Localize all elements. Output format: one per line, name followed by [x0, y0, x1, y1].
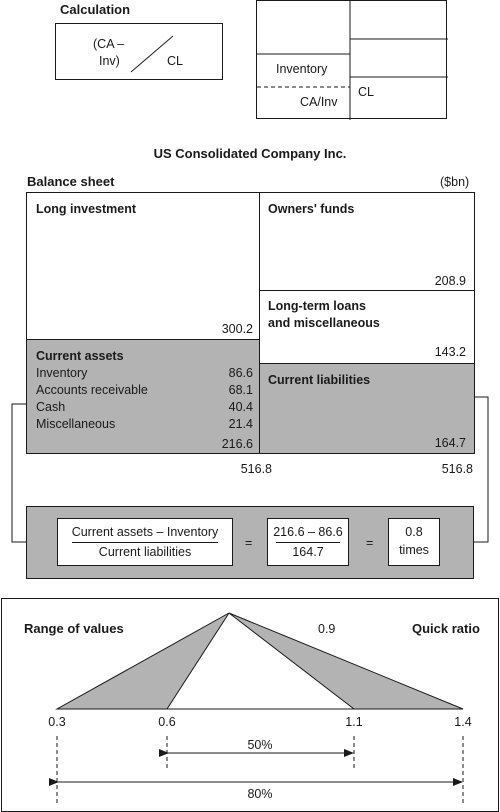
- ca-value-receivable: 68.1: [228, 383, 253, 397]
- calculation-divider: [130, 35, 174, 73]
- owners-funds-value: 208.9: [434, 274, 466, 288]
- ca-total: 216.6: [221, 437, 253, 451]
- balance-sheet-title: Balance sheet: [27, 174, 115, 189]
- ca-item-inventory: Inventory: [36, 366, 88, 380]
- calculation-title: Calculation: [60, 2, 131, 17]
- ca-value-misc: 21.4: [228, 417, 253, 431]
- grid-cl: CL: [358, 85, 374, 99]
- range-title: Range of values: [24, 621, 124, 636]
- long-term-loans-value: 143.2: [434, 345, 466, 359]
- inner-span-label: 50%: [247, 738, 273, 752]
- tick-label-1: 0.6: [158, 715, 176, 729]
- tick-label-2: 1.1: [345, 715, 363, 729]
- ca-value-inventory: 86.6: [228, 366, 253, 380]
- total-left: 516.8: [240, 462, 272, 476]
- range-right-wedge: [228, 612, 464, 710]
- long-investment-value: 300.2: [221, 322, 253, 336]
- formula-num-value: 216.6 – 86.6: [273, 525, 343, 539]
- formula-expression-box: Current assets – Inventory Current liabi…: [57, 518, 233, 566]
- calc-grid: Inventory CA/Inv CL: [256, 0, 448, 120]
- current-assets-label: Current assets: [36, 349, 124, 363]
- long-term-loans-cell: Long-term loans and miscellaneous 143.2: [259, 290, 475, 364]
- balance-sheet-unit: ($bn): [440, 175, 470, 189]
- formula-equals-2: =: [366, 536, 374, 550]
- formula-equals-1: =: [245, 536, 253, 550]
- owners-funds-cell: Owners' funds 208.9: [259, 192, 475, 291]
- formula-result-unit: times: [399, 543, 429, 557]
- current-liabilities-cell: Current liabilities 164.7: [259, 363, 475, 454]
- total-right: 516.8: [441, 462, 473, 476]
- tick-label-0: 0.3: [48, 715, 66, 729]
- fraction-bar: [72, 542, 218, 543]
- calc-cl: CL: [167, 54, 183, 68]
- tick-label-3: 1.4: [454, 715, 472, 729]
- formula-denominator: Current liabilities: [98, 545, 192, 559]
- calculation-box: (CA – Inv) CL: [55, 23, 223, 80]
- ca-item-cash: Cash: [36, 400, 66, 414]
- outer-span-label: 80%: [247, 787, 273, 801]
- long-term-loans-label2: and miscellaneous: [268, 316, 380, 330]
- range-left-wedge: [55, 612, 230, 710]
- balance-sheet: Long investment 300.2 Current assets Inv…: [26, 192, 475, 454]
- current-assets-cell: Current assets Inventory 86.6 Accounts r…: [26, 339, 260, 454]
- grid-inventory: Inventory: [276, 62, 328, 76]
- calc-ca-minus: (CA –: [93, 37, 125, 51]
- long-term-loans-label1: Long-term loans: [268, 299, 366, 313]
- quick-ratio-label: Quick ratio: [412, 621, 480, 636]
- calc-inv: Inv): [99, 54, 120, 68]
- owners-funds-label: Owners' funds: [268, 202, 355, 216]
- formula-numerator: Current assets – Inventory: [71, 525, 219, 539]
- ca-item-receivable: Accounts receivable: [36, 383, 148, 397]
- current-liabilities-label: Current liabilities: [268, 373, 371, 387]
- company-title: US Consolidated Company Inc.: [153, 146, 347, 161]
- formula-result: 0.8: [405, 525, 423, 539]
- ca-value-cash: 40.4: [228, 400, 253, 414]
- grid-ca-inv: CA/Inv: [300, 95, 338, 109]
- formula-den-value: 164.7: [292, 545, 324, 559]
- formula-result-box: 0.8 times: [388, 518, 440, 566]
- ca-item-misc: Miscellaneous: [36, 417, 116, 431]
- fraction-bar-values: [276, 542, 340, 543]
- peak-value: 0.9: [318, 622, 336, 636]
- current-liabilities-value: 164.7: [434, 436, 466, 450]
- long-investment-label: Long investment: [36, 202, 137, 216]
- calc-grid-lines: [257, 1, 448, 120]
- formula-values-box: 216.6 – 86.6 164.7: [267, 518, 349, 566]
